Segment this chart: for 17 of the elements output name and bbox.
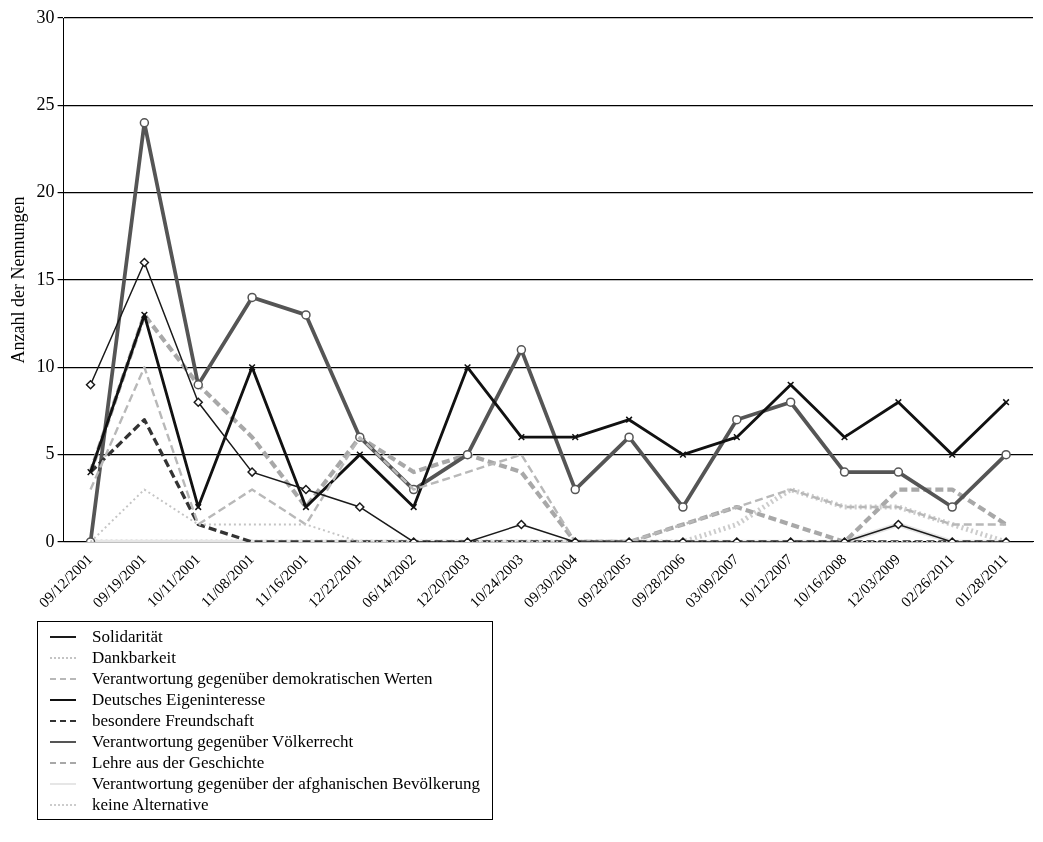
legend-label: Lehre aus der Geschichte (92, 752, 265, 773)
y-tick-label: 30 (36, 6, 55, 27)
y-axis-title: Anzahl der Nennungen (7, 196, 28, 364)
legend-label: besondere Freundschaft (92, 710, 254, 731)
legend-label: Solidarität (92, 626, 163, 647)
y-tick-label: 5 (45, 443, 55, 464)
y-tick-label: 25 (36, 94, 55, 115)
legend-label: keine Alternative (92, 794, 209, 815)
legend-label: Verantwortung gegenüber Völkerrecht (92, 731, 354, 752)
legend-label: Deutsches Eigeninteresse (92, 689, 266, 710)
legend-label: Verantwortung gegenüber der afghanischen Bevölkerung (92, 773, 481, 794)
y-tick-label: 15 (36, 268, 55, 289)
y-tick-label: 0 (45, 530, 55, 551)
y-tick-label: 20 (36, 181, 55, 202)
y-tick-label: 10 (36, 356, 55, 377)
legend-label: Verantwortung gegenüber demokratischen Werten (92, 668, 433, 689)
legend-label: Dankbarkeit (92, 647, 177, 668)
